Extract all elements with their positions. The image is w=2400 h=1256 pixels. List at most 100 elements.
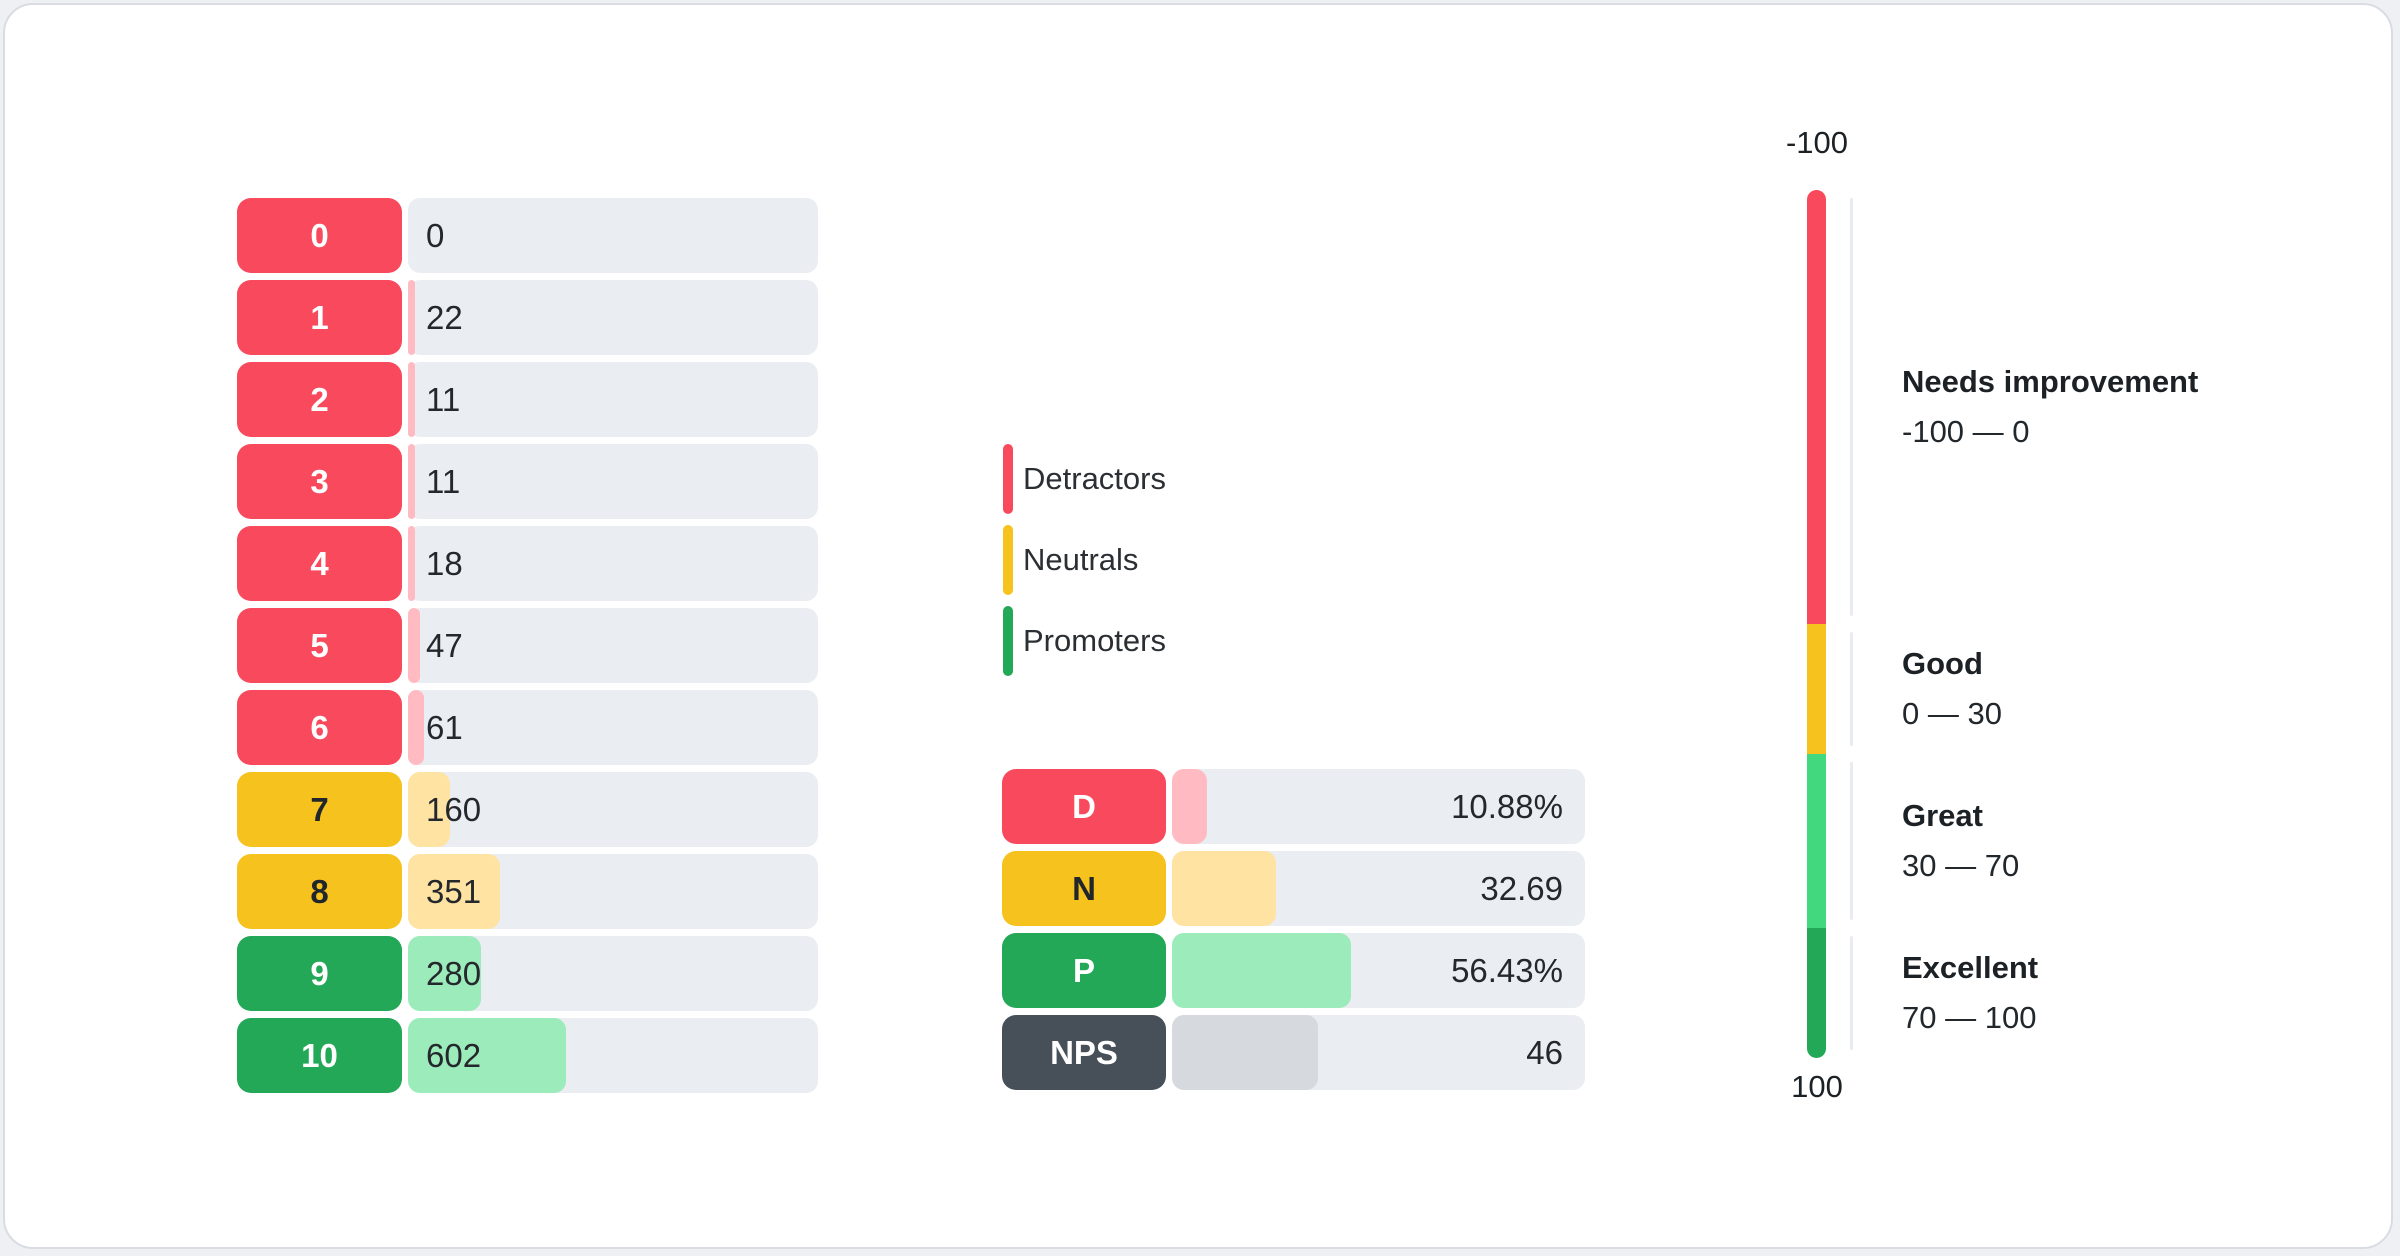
legend-item[interactable]: Neutrals	[1003, 525, 1166, 595]
summary-row: NPS 46	[1002, 1015, 1585, 1090]
score-count: 280	[426, 954, 482, 992]
score-count: 11	[426, 380, 461, 418]
score-label-pill: 9	[237, 936, 402, 1011]
gauge-zone-range: 0 — 30	[1902, 696, 2002, 732]
nps-summary-chart: D 10.88% N 32.69 P 56.43% NPS 46	[1002, 769, 1585, 1097]
summary-bar-track: 46	[1172, 1015, 1585, 1090]
summary-row: D 10.88%	[1002, 769, 1585, 844]
score-label-pill: 3	[237, 444, 402, 519]
legend-item[interactable]: Detractors	[1003, 444, 1166, 514]
score-label-pill: 10	[237, 1018, 402, 1093]
score-row: 3 11	[237, 444, 818, 519]
summary-bar-fill	[1172, 1015, 1319, 1090]
score-label-pill: 6	[237, 690, 402, 765]
score-bar-fill	[408, 608, 421, 683]
gauge-max-negative-label: -100	[1785, 125, 1849, 160]
score-row: 8 351	[237, 854, 818, 929]
gauge-zone-range: 30 — 70	[1902, 848, 2020, 883]
score-row: 5 47	[237, 608, 818, 683]
score-count: 61	[426, 708, 463, 746]
score-bar-fill	[408, 1018, 566, 1093]
summary-row: N 32.69	[1002, 851, 1585, 926]
score-count: 11	[426, 462, 461, 500]
summary-label-pill: D	[1002, 769, 1166, 844]
score-bar-fill	[408, 854, 501, 929]
score-bar-fill	[408, 280, 415, 355]
score-bar-fill	[408, 936, 482, 1011]
score-count: 160	[426, 790, 482, 828]
score-label-pill: 0	[237, 198, 402, 273]
gauge-zone-segment	[1807, 927, 1826, 1058]
gauge-zone-title: Good	[1902, 646, 1983, 682]
summary-bar-fill	[1172, 851, 1276, 926]
score-label-pill: 8	[237, 854, 402, 929]
summary-label-pill: NPS	[1002, 1015, 1166, 1090]
summary-label-pill: P	[1002, 933, 1166, 1008]
score-label-pill: 4	[237, 526, 402, 601]
legend-color-tick-icon	[1003, 525, 1013, 595]
summary-bar-fill	[1172, 933, 1352, 1008]
gauge-zone-segment	[1807, 754, 1826, 928]
gauge-zone-title: Great	[1902, 798, 1983, 833]
gauge-zone-range: 70 — 100	[1902, 999, 2037, 1035]
legend-color-tick-icon	[1003, 606, 1013, 676]
legend-item[interactable]: Promoters	[1003, 606, 1166, 676]
gauge-zone-title: Needs improvement	[1902, 364, 2199, 399]
score-row: 10 602	[237, 1018, 818, 1093]
score-bar-track: 11	[408, 444, 818, 519]
score-label-pill: 1	[237, 280, 402, 355]
score-bar-track: 61	[408, 690, 818, 765]
legend-label: Detractors	[1023, 461, 1166, 496]
summary-bar-track: 32.69	[1172, 851, 1585, 926]
score-bar-track: 351	[408, 854, 818, 929]
gauge-divider-segment	[1850, 624, 1853, 754]
gauge-zone-label-block: Excellent 70 — 100	[1902, 950, 2038, 1036]
score-bar-track: 160	[408, 772, 818, 847]
score-count: 0	[426, 216, 445, 254]
summary-value: 46	[1526, 1033, 1563, 1071]
score-count: 18	[426, 544, 463, 582]
gauge-divider-segment	[1850, 928, 1853, 1058]
gauge-zone-label-block: Needs improvement -100 — 0	[1902, 364, 2198, 450]
summary-value: 56.43%	[1451, 951, 1563, 989]
score-bar-fill	[408, 362, 415, 437]
score-count: 22	[426, 298, 463, 336]
gauge-zone-labels: Needs improvement -100 — 0 Good 0 — 30 G…	[1902, 190, 2382, 1058]
legend-label: Promoters	[1023, 623, 1166, 658]
score-label-pill: 5	[237, 608, 402, 683]
score-count: 351	[426, 872, 482, 910]
gauge-divider-segment	[1850, 754, 1853, 928]
gauge-zone-title: Excellent	[1902, 949, 2039, 985]
gauge-max-positive-label: 100	[1791, 1069, 1843, 1104]
summary-bar-track: 10.88%	[1172, 769, 1585, 844]
score-bar-track: 602	[408, 1018, 818, 1093]
score-bar-track: 280	[408, 936, 818, 1011]
legend-label: Neutrals	[1023, 542, 1139, 577]
summary-bar-fill	[1172, 769, 1207, 844]
score-bar-fill	[408, 444, 415, 519]
score-row: 6 61	[237, 690, 818, 765]
legend: Detractors Neutrals Promoters	[1003, 444, 1166, 687]
score-label-pill: 2	[237, 362, 402, 437]
gauge-zone-segment	[1807, 190, 1826, 624]
legend-color-tick-icon	[1003, 444, 1013, 514]
score-row: 2 11	[237, 362, 818, 437]
gauge-divider	[1850, 190, 1853, 1058]
score-bar-fill	[408, 690, 424, 765]
score-count: 602	[426, 1036, 482, 1074]
score-row: 0 0	[237, 198, 818, 273]
nps-scale-gauge	[1807, 190, 1826, 1058]
score-row: 1 22	[237, 280, 818, 355]
score-count: 47	[426, 626, 463, 664]
score-row: 7 160	[237, 772, 818, 847]
gauge-divider-segment	[1850, 190, 1853, 624]
summary-value: 10.88%	[1451, 787, 1563, 825]
score-row: 9 280	[237, 936, 818, 1011]
summary-value: 32.69	[1480, 869, 1563, 907]
gauge-zone-segment	[1807, 624, 1826, 755]
gauge-zone-label-block: Good 0 — 30	[1902, 646, 2002, 732]
summary-row: P 56.43%	[1002, 933, 1585, 1008]
summary-label-pill: N	[1002, 851, 1166, 926]
score-bar-track: 18	[408, 526, 818, 601]
gauge-zone-range: -100 — 0	[1902, 414, 2030, 449]
